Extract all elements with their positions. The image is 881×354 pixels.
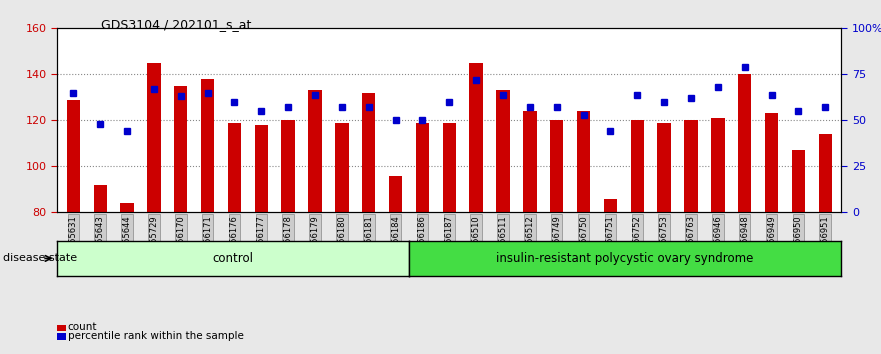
Bar — [603, 199, 617, 212]
Text: control: control — [212, 252, 254, 265]
Bar — [362, 93, 375, 212]
Text: GDS3104 / 202101_s_at: GDS3104 / 202101_s_at — [101, 18, 252, 31]
Bar — [93, 185, 107, 212]
Bar — [470, 63, 483, 212]
Bar — [685, 120, 698, 212]
Bar — [711, 118, 724, 212]
Bar — [738, 74, 751, 212]
Text: count: count — [68, 322, 97, 332]
Bar — [442, 123, 456, 212]
Bar — [416, 123, 429, 212]
Bar — [201, 79, 214, 212]
Bar — [818, 134, 832, 212]
Bar — [577, 111, 590, 212]
Bar — [765, 113, 778, 212]
Bar — [308, 91, 322, 212]
Bar — [255, 125, 268, 212]
Bar — [67, 100, 80, 212]
Bar — [228, 123, 241, 212]
Text: disease state: disease state — [3, 253, 77, 263]
Bar — [282, 120, 295, 212]
Bar — [496, 91, 510, 212]
Text: insulin-resistant polycystic ovary syndrome: insulin-resistant polycystic ovary syndr… — [496, 252, 754, 265]
Bar — [335, 123, 349, 212]
Text: percentile rank within the sample: percentile rank within the sample — [68, 331, 244, 341]
Bar — [631, 120, 644, 212]
Bar — [550, 120, 564, 212]
Bar — [657, 123, 670, 212]
Bar — [174, 86, 188, 212]
Bar — [389, 176, 403, 212]
Bar — [792, 150, 805, 212]
Bar — [523, 111, 537, 212]
Bar — [147, 63, 160, 212]
Bar — [121, 203, 134, 212]
